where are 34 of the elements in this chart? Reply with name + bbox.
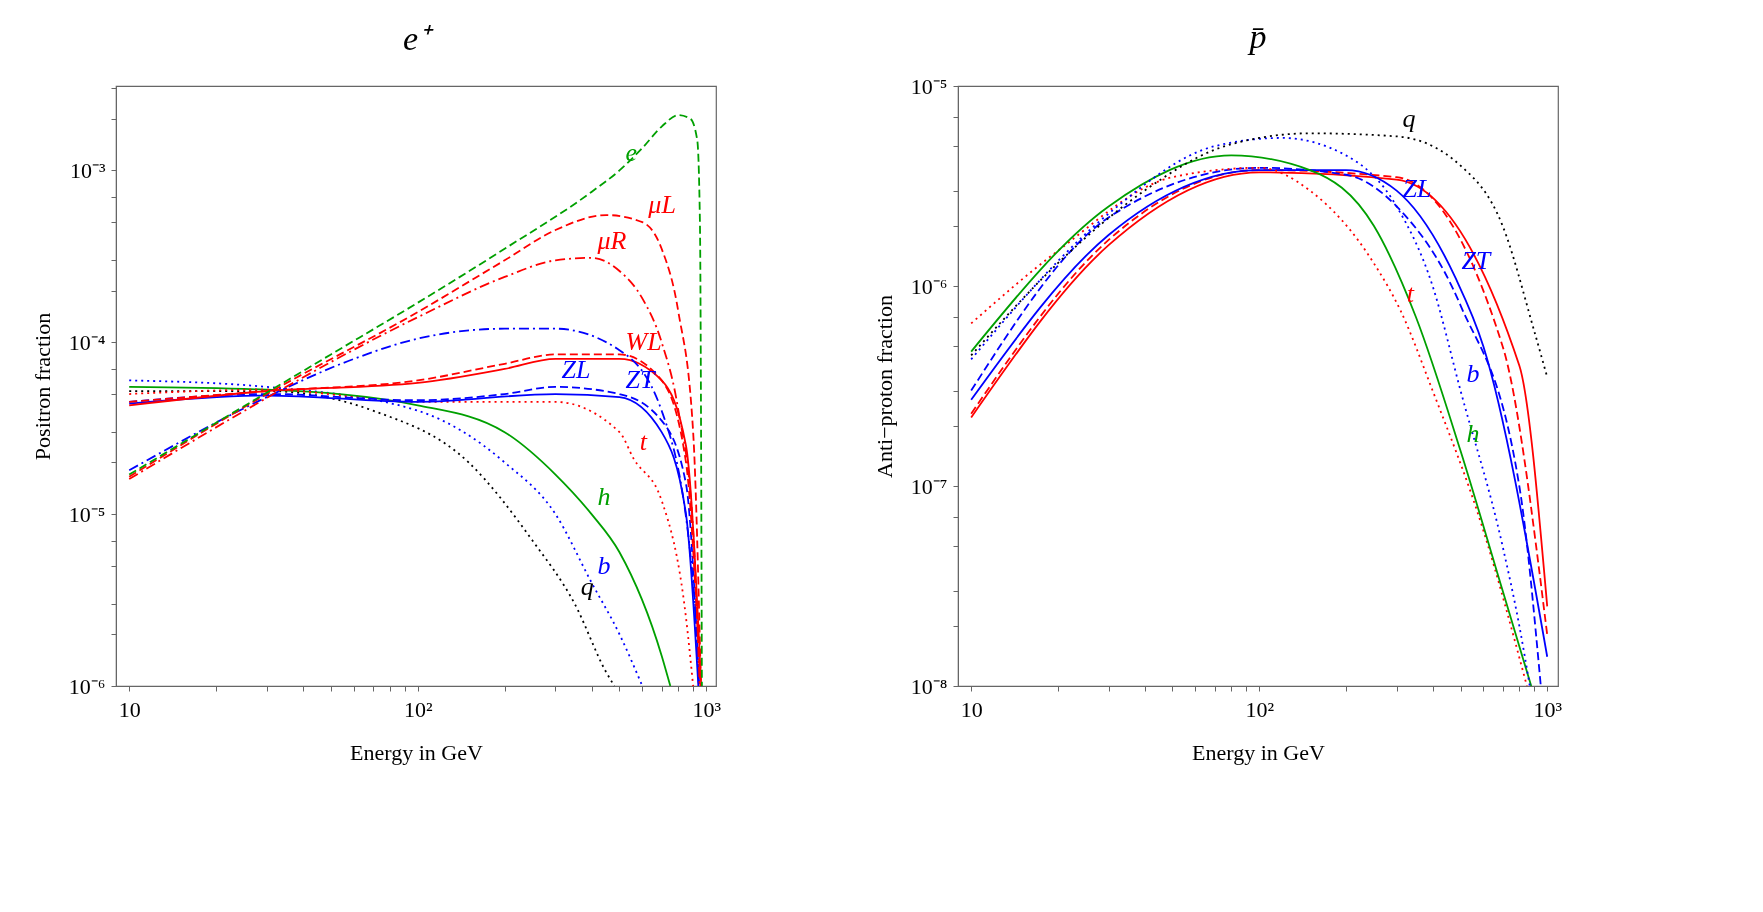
x-axis-title: Energy in GeV (1192, 739, 1325, 765)
annotation: h (1466, 418, 1480, 448)
x-tick-label: 10 (960, 696, 983, 722)
chart-title: e⁺ (402, 20, 435, 58)
annotation: b (597, 550, 611, 580)
annotation: ZT (625, 365, 656, 395)
x-tick-label: 10 (118, 696, 141, 722)
x-tick-label: 10³ (1533, 696, 1563, 722)
y-tick-label: 10⁻⁵ (68, 501, 106, 527)
x-tick-label: 10² (1245, 696, 1275, 722)
annotation: e (625, 138, 638, 168)
annotation: b (1466, 358, 1480, 388)
annotation: t (639, 426, 648, 456)
annotation: q (580, 572, 594, 602)
annotation: WL (625, 326, 662, 356)
y-tick-label: 10⁻⁶ (910, 273, 948, 299)
y-axis-title: Positron fraction (29, 312, 55, 461)
x-axis-title: Energy in GeV (350, 739, 483, 765)
x-tick-label: 10² (403, 696, 433, 722)
annotation: ZL (561, 354, 591, 384)
annotation: q (1402, 104, 1416, 134)
annotation: t (1406, 278, 1415, 308)
annotation: μL (647, 190, 676, 220)
y-tick-label: 10⁻³ (69, 157, 106, 183)
y-tick-label: 10⁻⁵ (910, 73, 948, 99)
y-axis-title: Anti−proton fraction (871, 295, 897, 478)
y-tick-label: 10⁻⁸ (910, 673, 948, 699)
y-tick-label: 10⁻⁴ (68, 329, 106, 355)
annotation: h (597, 482, 611, 512)
y-tick-label: 10⁻⁷ (910, 473, 948, 499)
x-tick-label: 10³ (692, 696, 722, 722)
chart-title: p̄ (1247, 18, 1267, 55)
annotation: μR (596, 225, 627, 255)
y-tick-label: 10⁻⁶ (68, 673, 106, 699)
